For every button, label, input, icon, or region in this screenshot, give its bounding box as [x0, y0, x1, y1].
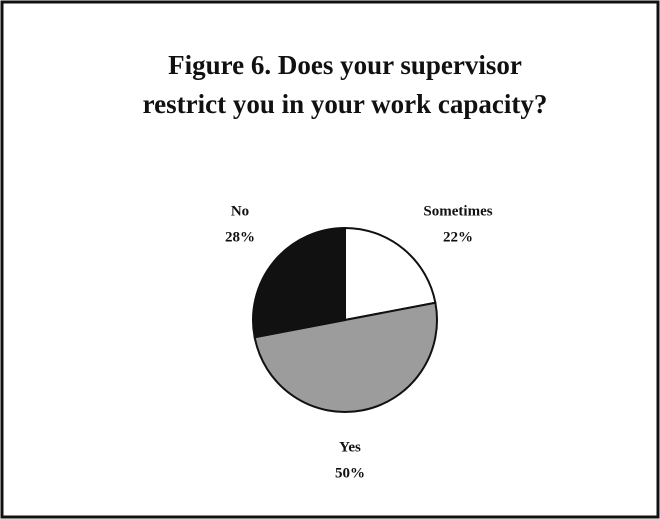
chart-title: Figure 6. Does your supervisor: [168, 50, 522, 80]
pie-slice: [253, 301, 438, 413]
chart-title: restrict you in your work capacity?: [143, 89, 548, 119]
pie-slice: [252, 226, 346, 339]
slice-value-label: 28%: [225, 229, 255, 245]
slice-label: No: [231, 203, 249, 219]
pie-slice: [344, 226, 437, 322]
slice-label: Sometimes: [423, 203, 492, 219]
slice-label: Yes: [339, 439, 361, 455]
slice-value-label: 50%: [335, 465, 365, 481]
slice-value-label: 22%: [443, 229, 473, 245]
